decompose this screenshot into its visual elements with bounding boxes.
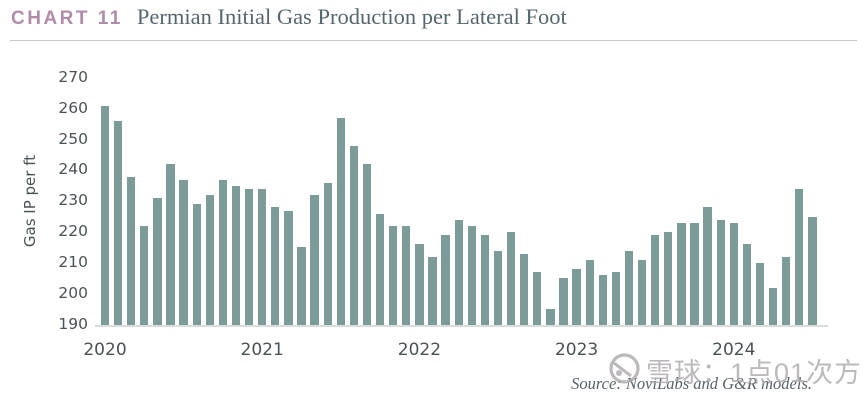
bar (389, 225, 398, 325)
bar (467, 225, 476, 325)
bar (218, 179, 228, 325)
bar (559, 278, 568, 325)
bar (703, 207, 712, 325)
bar (362, 164, 372, 325)
bar (598, 275, 607, 325)
bar (624, 250, 634, 325)
bar (677, 222, 686, 325)
bar (572, 269, 581, 325)
y-tick-label: 240 (58, 160, 88, 179)
bar (664, 232, 673, 325)
x-tick-label: 2024 (712, 340, 756, 360)
header-divider (10, 40, 857, 41)
bar (258, 188, 267, 325)
y-tick-label: 270 (58, 68, 88, 86)
bar (795, 188, 804, 325)
bar (192, 204, 201, 325)
bar (113, 121, 123, 325)
bar (480, 235, 490, 325)
bar (742, 244, 752, 325)
bar (585, 259, 594, 325)
y-tick-label: 260 (58, 98, 88, 117)
bar (336, 118, 345, 325)
bar (323, 182, 332, 325)
source-note: Source: NoviLabs and G&R models. (571, 374, 812, 393)
bar (808, 216, 817, 325)
bar (415, 244, 424, 325)
bar (297, 247, 306, 325)
bar (546, 309, 555, 325)
bar (284, 210, 293, 325)
bar (271, 207, 280, 325)
y-tick-label: 200 (58, 283, 88, 302)
bar (533, 272, 542, 325)
plot-area (96, 78, 831, 325)
bar (755, 262, 765, 325)
bar (782, 256, 791, 325)
bar (441, 235, 450, 325)
bar (690, 222, 699, 325)
y-tick-label: 230 (58, 191, 88, 210)
chart-number-label: CHART 11 (11, 8, 123, 29)
bar (651, 235, 660, 325)
bar (244, 188, 254, 325)
bar (493, 250, 503, 325)
bar (179, 179, 188, 325)
x-tick-label: 2023 (554, 340, 599, 360)
bar (205, 195, 214, 325)
bar (454, 219, 463, 325)
bar (127, 176, 136, 325)
bar (153, 198, 162, 325)
chart-header: CHART 11 Permian Initial Gas Production … (11, 4, 567, 30)
y-tick-label: 190 (58, 314, 88, 333)
bar (506, 232, 516, 325)
y-tick-label: 220 (58, 222, 88, 241)
bar (375, 213, 385, 325)
bar (520, 253, 529, 325)
bar (310, 195, 319, 325)
bar (611, 272, 621, 325)
y-tick-label: 250 (58, 129, 88, 148)
bar (716, 219, 725, 325)
bar (729, 222, 738, 325)
bar (402, 225, 411, 325)
bar (428, 256, 437, 325)
bar (768, 287, 778, 325)
x-tick-label: 2020 (83, 340, 127, 360)
bar (140, 225, 149, 325)
page-title: Permian Initial Gas Production per Later… (136, 4, 567, 29)
x-tick-label: 2021 (240, 340, 284, 360)
bar (166, 164, 175, 325)
x-tick-label: 2022 (397, 340, 442, 360)
bar (100, 105, 110, 325)
bar (231, 185, 241, 325)
x-axis-line (95, 324, 828, 327)
bar (637, 259, 647, 325)
y-tick-label: 210 (58, 252, 88, 271)
bar (349, 145, 359, 325)
